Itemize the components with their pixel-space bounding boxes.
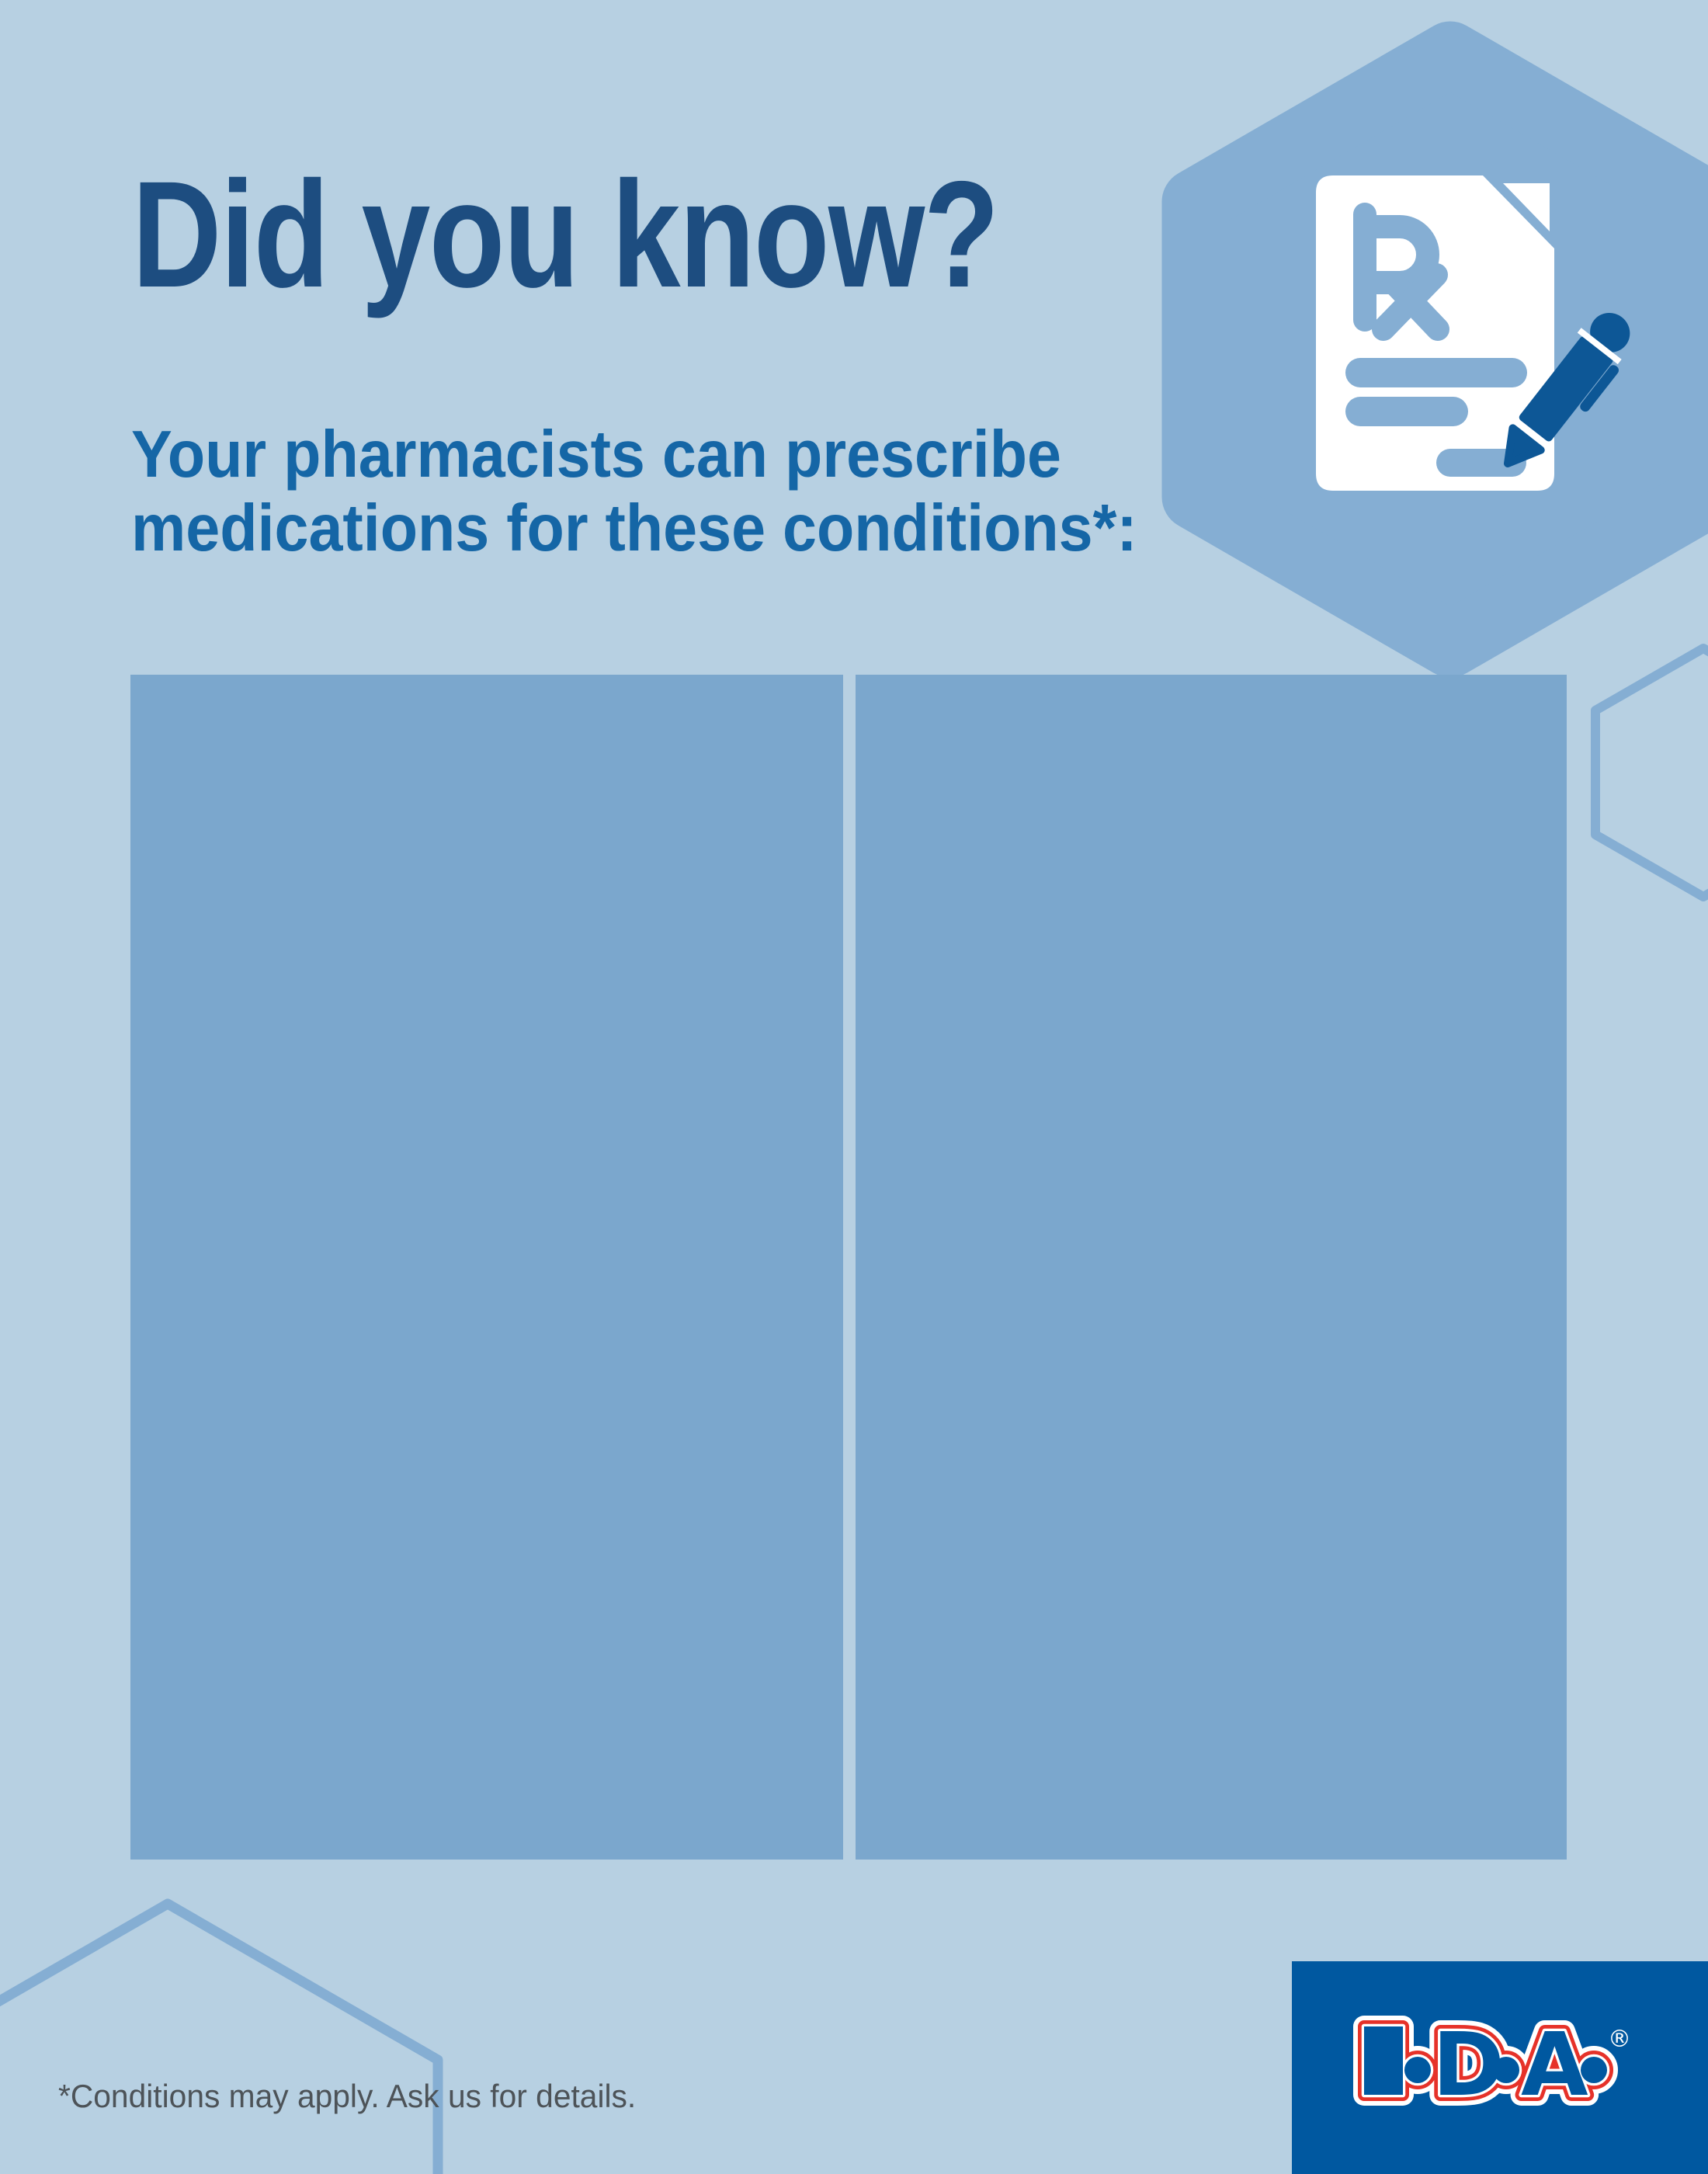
pen-cap-separator [1577, 328, 1622, 365]
document-folded-corner [1503, 183, 1550, 231]
ida-logo-panel: D A ® [1292, 1961, 1708, 2174]
pen-body [1519, 336, 1613, 442]
condition-panel-right [856, 675, 1567, 1860]
pen-icon [1504, 312, 1630, 467]
pen-tip [1504, 424, 1545, 467]
pen-cap [1590, 312, 1630, 352]
subtitle-line-2: medications for these conditions*: [131, 491, 1137, 565]
registered-trademark-symbol: ® [1608, 2026, 1631, 2053]
rx-document-pen-icon [1316, 175, 1630, 491]
ida-logo: D A ® [1345, 2009, 1631, 2118]
subtitle-line-1: Your pharmacists can prescribe [131, 418, 1061, 491]
pen-clip [1580, 365, 1619, 412]
condition-panel-left [130, 675, 843, 1860]
rx-hexagon-badge [1161, 21, 1708, 678]
page-subtitle: Your pharmacists can prescribe medicatio… [131, 418, 1137, 565]
decorative-hexagon-outline-bottom-left [0, 1898, 443, 2174]
rx-symbol [1353, 203, 1449, 341]
decorative-hexagon-outline-right [1591, 644, 1708, 901]
page-title: Did you know? [132, 150, 999, 319]
footnote-text: *Conditions may apply. Ask us for detail… [58, 2078, 637, 2114]
